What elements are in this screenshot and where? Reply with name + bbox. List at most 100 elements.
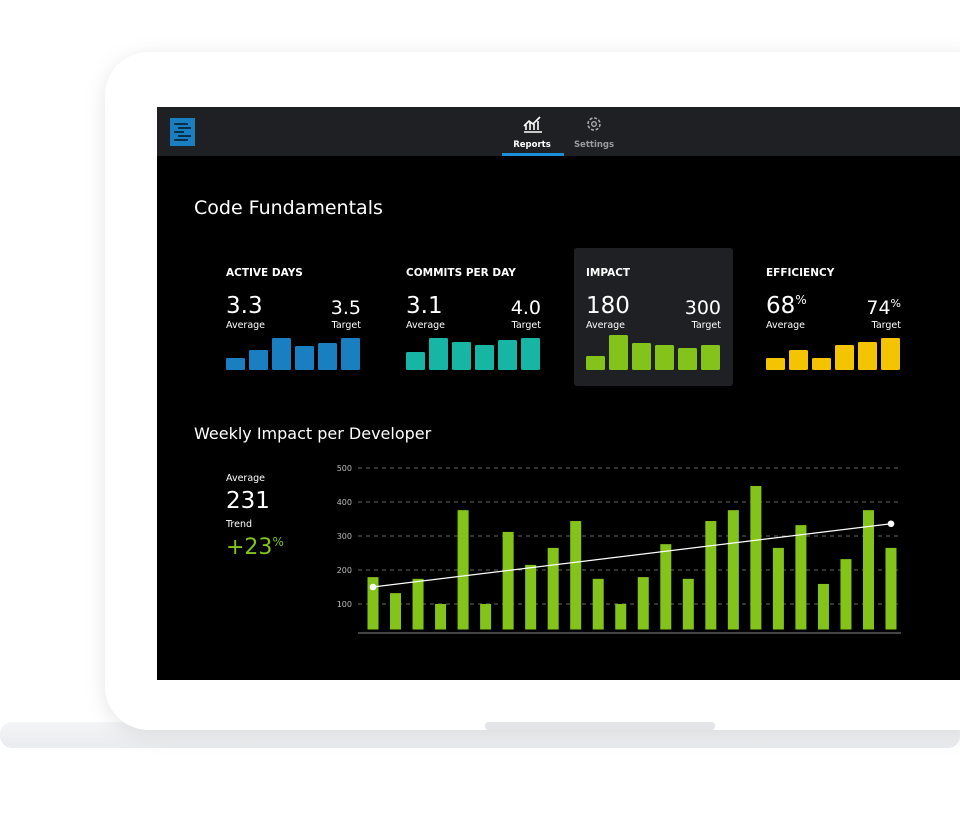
bar — [480, 604, 492, 630]
bar — [840, 559, 852, 630]
bar — [862, 510, 874, 630]
card-target: 4.0 — [511, 297, 541, 319]
card-value: 68% — [766, 293, 807, 319]
mini-bar — [678, 348, 697, 370]
y-tick-label: 200 — [337, 566, 352, 575]
bar — [750, 486, 762, 630]
mini-bar — [701, 345, 720, 370]
bar — [615, 604, 627, 630]
mini-bar — [766, 358, 785, 370]
nav-label: Settings — [574, 140, 614, 150]
mini-bar — [295, 346, 314, 370]
card-value-number: 3.1 — [406, 293, 443, 319]
mini-bar — [655, 345, 674, 370]
mini-bar — [586, 356, 605, 370]
card-target-label: Target — [331, 320, 362, 331]
mini-bar — [452, 342, 471, 370]
summary-trend: +23% — [226, 535, 284, 560]
mini-bar — [341, 338, 360, 370]
nav-reports[interactable]: Reports — [502, 116, 564, 156]
logo-lines — [174, 123, 191, 141]
y-tick-label: 100 — [337, 600, 352, 609]
card-value: 180 — [586, 293, 630, 319]
bar — [367, 577, 379, 630]
mini-bar — [498, 340, 517, 370]
card-value-number: 68 — [766, 293, 795, 319]
trend-suffix: % — [272, 535, 283, 549]
mini-bar — [521, 338, 540, 370]
summary-label: Trend — [225, 519, 252, 530]
mini-bar — [249, 350, 268, 370]
y-tick-label: 400 — [337, 498, 352, 507]
mini-bar — [881, 338, 900, 370]
trend-point — [887, 520, 895, 528]
mini-bar — [272, 338, 291, 370]
bar — [435, 604, 447, 630]
card-target-label: Target — [691, 320, 722, 331]
bar — [547, 547, 559, 630]
card-average-label: Average — [226, 320, 265, 331]
mini-bar — [632, 343, 651, 370]
card-average-label: Average — [586, 320, 625, 331]
bar — [570, 521, 582, 630]
bar — [817, 583, 829, 630]
card-average-label: Average — [406, 320, 445, 331]
laptop-notch — [485, 722, 715, 730]
chart-title: Weekly Impact per Developer — [194, 424, 432, 443]
card-title: COMMITS PER DAY — [406, 267, 516, 279]
card-target: 300 — [685, 297, 721, 319]
card-target-label: Target — [511, 320, 542, 331]
mini-bar — [858, 342, 877, 370]
bar — [772, 547, 784, 630]
mini-bar — [429, 338, 448, 370]
bar — [525, 564, 537, 630]
mini-bar — [475, 345, 494, 370]
reports-icon — [523, 116, 542, 133]
card-target: 3.5 — [331, 297, 361, 319]
bar — [660, 544, 672, 630]
card-title: IMPACT — [586, 267, 631, 279]
bar — [592, 578, 604, 630]
logo[interactable] — [170, 118, 195, 146]
y-tick-label: 500 — [337, 464, 352, 473]
mini-bar — [789, 350, 808, 370]
mini-bar — [609, 335, 628, 370]
trend-point — [369, 583, 377, 591]
card-value: 3.1 — [406, 293, 443, 319]
card-target-number: 3.5 — [331, 297, 361, 319]
card-target-number: 4.0 — [511, 297, 541, 319]
summary-label: Average — [226, 473, 265, 484]
mini-bar — [318, 343, 337, 370]
card-value-suffix: % — [795, 293, 806, 307]
bar — [457, 510, 469, 630]
trend-line — [372, 523, 892, 588]
card-target-number: 74 — [866, 297, 890, 319]
mini-bar — [812, 358, 831, 370]
mini-bar — [835, 345, 854, 370]
card-title: EFFICIENCY — [766, 267, 835, 279]
mini-bar — [226, 358, 245, 370]
settings-icon — [587, 117, 601, 131]
nav-label: Reports — [513, 140, 551, 150]
nav-settings[interactable]: Settings — [574, 117, 614, 150]
active-indicator — [502, 153, 564, 156]
impact-chart: 100 200 300 400 500 — [337, 464, 901, 634]
card-value-number: 180 — [586, 293, 630, 319]
section-title: Code Fundamentals — [194, 197, 383, 219]
card-target-label: Target — [871, 320, 902, 331]
bar — [502, 531, 514, 630]
bar — [885, 547, 897, 630]
bar — [390, 593, 402, 630]
card-target-suffix: % — [891, 297, 901, 310]
summary-average: 231 — [226, 488, 270, 514]
card-target-number: 300 — [685, 297, 721, 319]
settings-icon-hub — [591, 120, 598, 127]
card-average-label: Average — [766, 320, 805, 331]
bar — [637, 577, 649, 630]
bar — [412, 578, 424, 630]
mini-bar — [406, 352, 425, 370]
trend-value: +23 — [226, 535, 272, 560]
bar — [682, 578, 694, 630]
